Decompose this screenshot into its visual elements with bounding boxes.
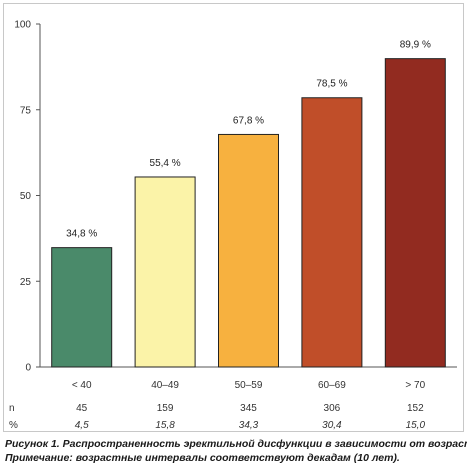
bar-1 [134, 176, 196, 368]
bar-0 [51, 247, 113, 368]
x-category-label: < 40 [72, 380, 92, 391]
n-value: 45 [76, 403, 88, 414]
y-tick-label: 50 [20, 191, 32, 202]
bar-4 [384, 58, 446, 368]
bar-value-label: 55,4 % [150, 158, 181, 169]
percent-value: 4,5 [75, 420, 89, 431]
n-value: 159 [157, 403, 174, 414]
x-category-label: 60–69 [318, 380, 346, 391]
percent-value: 15,8 [155, 420, 175, 431]
caption-note: Примечание: возрастные интервалы соответ… [5, 452, 400, 464]
percent-value: 15,0 [406, 420, 426, 431]
y-tick-label: 75 [20, 105, 32, 116]
n-value: 306 [324, 403, 341, 414]
x-category-label: 40–49 [151, 380, 179, 391]
bar-3 [301, 97, 363, 368]
bar-value-label: 78,5 % [316, 79, 347, 90]
row-label-percent: % [9, 420, 18, 431]
x-category-label: 50–59 [235, 380, 263, 391]
y-tick-label: 25 [20, 277, 32, 288]
y-tick-label: 100 [14, 20, 31, 31]
figure-caption: Рисунок 1. Распространенность эректильно… [5, 437, 467, 465]
bar-value-label: 89,9 % [400, 40, 431, 51]
percent-value: 30,4 [322, 420, 342, 431]
bar-value-label: 67,8 % [233, 115, 264, 126]
y-tick-label: 0 [25, 363, 31, 374]
percent-value: 34,3 [239, 420, 259, 431]
x-category-label: > 70 [405, 380, 425, 391]
bar-value-label: 34,8 % [66, 229, 97, 240]
caption-title: Рисунок 1. Распространенность эректильно… [5, 438, 467, 450]
bar-chart: 0 25 50 75 100 34,8 % < 40 45 4,5 55,4 % 40–49 159 1… [9, 20, 457, 431]
n-value: 152 [407, 403, 424, 414]
row-label-n: n [9, 403, 15, 414]
n-value: 345 [240, 403, 257, 414]
chart-frame [3, 3, 464, 432]
bar-2 [218, 133, 279, 368]
